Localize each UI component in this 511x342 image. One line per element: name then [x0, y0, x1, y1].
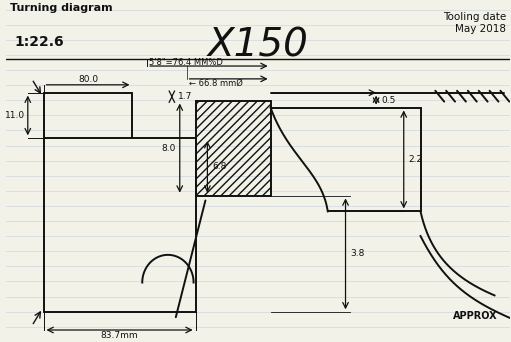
- Text: 2.2: 2.2: [409, 155, 423, 164]
- Text: Turning diagram: Turning diagram: [10, 3, 112, 13]
- Text: 80.0: 80.0: [78, 75, 98, 84]
- Text: APPROX: APPROX: [453, 311, 498, 321]
- Text: 6.8: 6.8: [212, 162, 227, 171]
- Text: X150: X150: [207, 26, 308, 64]
- Text: 0.5: 0.5: [381, 96, 396, 105]
- Text: 83.7mm: 83.7mm: [101, 331, 138, 340]
- Text: 8.0: 8.0: [161, 144, 176, 153]
- Text: 11.0: 11.0: [5, 111, 25, 120]
- Text: 3.8: 3.8: [351, 249, 365, 258]
- Text: 1.7: 1.7: [178, 92, 192, 101]
- Text: Tooling date: Tooling date: [443, 12, 506, 22]
- Bar: [196, 101, 270, 196]
- Text: ← 66.8 mmØ: ← 66.8 mmØ: [189, 78, 243, 87]
- Text: 5'8"=76.4 MM%D: 5'8"=76.4 MM%D: [149, 57, 223, 67]
- Text: 1:22.6: 1:22.6: [14, 35, 63, 49]
- Text: May 2018: May 2018: [455, 24, 506, 34]
